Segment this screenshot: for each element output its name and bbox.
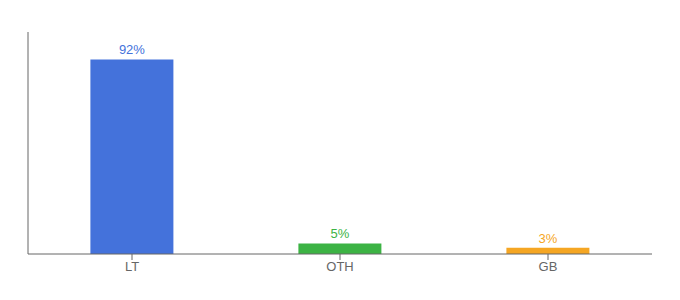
svg-text:92%: 92% — [119, 42, 145, 57]
svg-text:LT: LT — [125, 259, 139, 274]
svg-text:GB: GB — [539, 259, 558, 274]
svg-text:5%: 5% — [331, 226, 350, 241]
svg-text:3%: 3% — [539, 231, 558, 246]
svg-text:OTH: OTH — [326, 259, 353, 274]
